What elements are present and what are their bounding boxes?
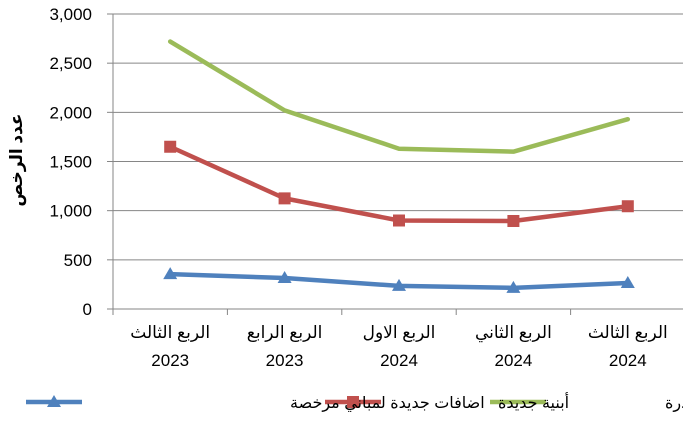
legend-swatch-marker: [347, 396, 359, 408]
y-tick-label: 3,000: [49, 5, 92, 24]
data-point: [506, 280, 521, 293]
legend-label: أبنية جديدة: [498, 392, 569, 412]
y-axis-title: عدد الرخص: [7, 113, 27, 206]
x-tick-label: الربع الثالث: [130, 323, 210, 343]
series-line: [167, 144, 631, 224]
series-line: [167, 39, 631, 154]
data-point: [164, 140, 177, 153]
data-point: [278, 192, 291, 205]
legend-label: اضافات جديدة لمباني مرخصة: [290, 395, 485, 413]
x-tick-label-year: 2024: [494, 351, 532, 370]
legend: الرخص الصادرة أبنية جديدة اضافات جديدة لمب…: [26, 392, 683, 413]
y-tick-label: 2,500: [49, 54, 92, 73]
series-0: [167, 39, 631, 154]
legend-item-2: اضافات جديدة لمباني مرخصة: [26, 395, 485, 413]
series-1: [164, 140, 634, 227]
x-tick-label: الربع الرابع: [247, 323, 323, 343]
data-point: [392, 278, 406, 291]
x-tick-label: الربع الاول: [363, 323, 436, 343]
data-point: [507, 214, 520, 227]
data-point: [621, 200, 634, 213]
series-layer: [163, 39, 635, 293]
y-tick-label: 0: [83, 300, 92, 319]
legend-item-0: الرخص الصادرة: [490, 395, 683, 413]
legend-label: الرخص الصادرة: [665, 395, 683, 413]
series-2: [163, 267, 635, 293]
legend-swatch-marker: [47, 395, 61, 407]
y-tick-label: 2,000: [49, 103, 92, 122]
data-point: [393, 214, 405, 227]
x-tick-label-year: 2024: [380, 351, 418, 370]
axes: 0 500 1,000 1,500 2,000 2,500 3,000 الربع الثال…: [49, 5, 683, 370]
x-tick-label-year: 2024: [609, 351, 647, 370]
data-point: [277, 271, 292, 284]
y-tick-label: 1,500: [49, 153, 92, 172]
x-tick-label: الربع الثاني: [475, 323, 552, 343]
x-tick-label: الربع الثالث: [588, 323, 668, 343]
y-tick-label: 1,000: [49, 202, 92, 221]
data-point: [163, 267, 178, 280]
y-tick-label: 500: [64, 251, 92, 270]
data-point: [620, 275, 635, 288]
x-tick-label-year: 2023: [266, 351, 304, 370]
x-tick-label-year: 2023: [151, 351, 189, 370]
legend-item-1: أبنية جديدة: [325, 392, 569, 412]
